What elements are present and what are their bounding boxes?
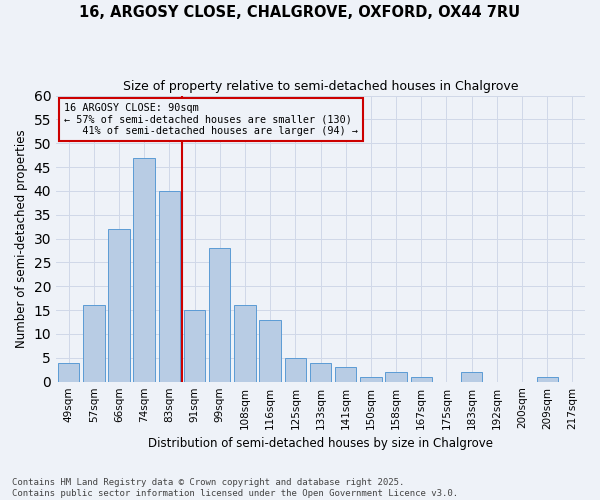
Bar [158, 191, 180, 382]
Bar [360, 377, 382, 382]
Bar [209, 248, 230, 382]
Bar [385, 372, 407, 382]
Bar [310, 362, 331, 382]
Text: 16, ARGOSY CLOSE, CHALGROVE, OXFORD, OX44 7RU: 16, ARGOSY CLOSE, CHALGROVE, OXFORD, OX4… [79, 5, 521, 20]
Text: Contains HM Land Registry data © Crown copyright and database right 2025.
Contai: Contains HM Land Registry data © Crown c… [12, 478, 458, 498]
Bar [536, 377, 558, 382]
Title: Size of property relative to semi-detached houses in Chalgrove: Size of property relative to semi-detach… [123, 80, 518, 93]
Bar [234, 306, 256, 382]
Bar [259, 320, 281, 382]
Bar [335, 368, 356, 382]
X-axis label: Distribution of semi-detached houses by size in Chalgrove: Distribution of semi-detached houses by … [148, 437, 493, 450]
Y-axis label: Number of semi-detached properties: Number of semi-detached properties [15, 130, 28, 348]
Bar [284, 358, 306, 382]
Bar [461, 372, 482, 382]
Bar [58, 362, 79, 382]
Bar [184, 310, 205, 382]
Bar [83, 306, 104, 382]
Bar [410, 377, 432, 382]
Text: 16 ARGOSY CLOSE: 90sqm
← 57% of semi-detached houses are smaller (130)
   41% of: 16 ARGOSY CLOSE: 90sqm ← 57% of semi-det… [64, 102, 358, 136]
Bar [109, 229, 130, 382]
Bar [133, 158, 155, 382]
